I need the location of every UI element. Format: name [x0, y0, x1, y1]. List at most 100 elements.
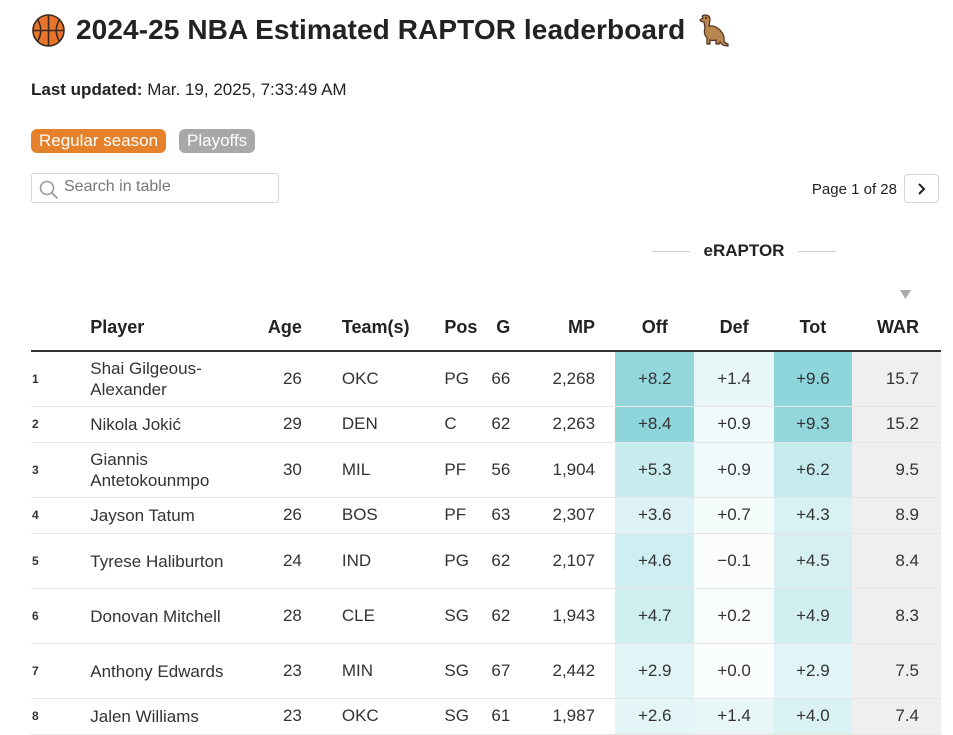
cell-tot: +9.6 [773, 351, 853, 407]
last-updated-label: Last updated: [31, 80, 143, 99]
col-tot[interactable]: Tot [773, 295, 853, 352]
chevron-right-icon [918, 183, 926, 195]
cell-minutes: 2,307 [528, 497, 616, 534]
cell-def: +1.4 [694, 351, 774, 407]
next-page-button[interactable] [904, 174, 939, 203]
cell-tot: +4.0 [773, 698, 853, 735]
cell-games: 62 [479, 533, 529, 589]
cell-off: +4.7 [615, 588, 695, 644]
cell-team: BOS [301, 497, 421, 534]
col-age[interactable]: Age [246, 295, 302, 352]
group-rule-right [798, 251, 836, 252]
cell-games: 62 [479, 406, 529, 443]
table-row: 8 Jalen Williams 23 OKC SG 61 1,987 +2.6 +1.4 +4.… [31, 698, 941, 735]
cell-minutes: 1,904 [528, 442, 616, 498]
cell-pos: SG [420, 698, 480, 735]
tab-regular-season[interactable]: Regular season [31, 129, 167, 153]
cell-def: +0.9 [694, 406, 774, 443]
cell-def: +0.0 [694, 643, 774, 699]
cell-def: +0.9 [694, 442, 774, 498]
cell-team: MIN [301, 643, 421, 699]
table-row: 2 Nikola Jokić 29 DEN C 62 2,263 +8.4 +0.9 +9.3 15… [31, 406, 941, 443]
cell-player[interactable]: Anthony Edwards [90, 643, 247, 699]
page-title: 2024-25 NBA Estimated RAPTOR leaderboard [76, 14, 686, 45]
cell-rank: 5 [31, 533, 91, 589]
eraptor-group-header: eRAPTOR [652, 240, 836, 262]
cell-war: 7.4 [852, 698, 941, 735]
cell-off: +8.2 [615, 351, 695, 407]
col-games[interactable]: G [479, 295, 529, 352]
cell-pos: SG [420, 643, 480, 699]
cell-off: +8.4 [615, 406, 695, 443]
cell-tot: +4.5 [773, 533, 853, 589]
cell-war: 7.5 [852, 643, 941, 699]
cell-player[interactable]: Jayson Tatum [90, 497, 247, 534]
cell-age: 23 [246, 643, 302, 699]
cell-games: 56 [479, 442, 529, 498]
cell-war: 8.3 [852, 588, 941, 644]
cell-def: +1.4 [694, 698, 774, 735]
cell-team: IND [301, 533, 421, 589]
title-row: 2024-25 NBA Estimated RAPTOR leaderboard [32, 13, 729, 47]
sort-descending-icon [900, 290, 911, 299]
search-box[interactable] [31, 173, 279, 203]
cell-rank: 6 [31, 588, 91, 644]
cell-team: CLE [301, 588, 421, 644]
cell-minutes: 2,442 [528, 643, 616, 699]
cell-war: 15.7 [852, 351, 941, 407]
table-row: 5 Tyrese Haliburton 24 IND PG 62 2,107 +4.6 −0.1… [31, 533, 941, 589]
cell-age: 24 [246, 533, 302, 589]
search-icon [39, 180, 59, 200]
cell-tot: +4.9 [773, 588, 853, 644]
cell-player[interactable]: Nikola Jokić [90, 406, 247, 443]
cell-rank: 7 [31, 643, 91, 699]
cell-player[interactable]: Jalen Williams [90, 698, 247, 735]
cell-player[interactable]: Donovan Mitchell [90, 588, 247, 644]
table-row: 1 Shai Gilgeous-Alexander 26 OKC PG 66 2,268 +8… [31, 351, 941, 407]
cell-pos: PG [420, 351, 480, 407]
col-team[interactable]: Team(s) [301, 295, 421, 352]
col-def[interactable]: Def [694, 295, 774, 352]
cell-age: 28 [246, 588, 302, 644]
cell-off: +2.9 [615, 643, 695, 699]
cell-war: 8.4 [852, 533, 941, 589]
table-row: 7 Anthony Edwards 23 MIN SG 67 2,442 +2.9 +0.0 +2… [31, 643, 941, 699]
cell-player[interactable]: Shai Gilgeous-Alexander [90, 351, 247, 407]
table-row: 4 Jayson Tatum 26 BOS PF 63 2,307 +3.6 +0.7 +4.3 8… [31, 497, 941, 534]
eraptor-label: eRAPTOR [703, 241, 785, 260]
tab-playoffs[interactable]: Playoffs [179, 129, 256, 153]
cell-war: 15.2 [852, 406, 941, 443]
cell-team: MIL [301, 442, 421, 498]
search-input[interactable] [64, 178, 264, 196]
cell-team: DEN [301, 406, 421, 443]
cell-rank: 8 [31, 698, 91, 735]
cell-age: 26 [246, 351, 302, 407]
col-pos[interactable]: Pos [420, 295, 480, 352]
cell-rank: 3 [31, 442, 91, 498]
cell-age: 26 [246, 497, 302, 534]
cell-player[interactable]: Tyrese Haliburton [90, 533, 247, 589]
cell-pos: PG [420, 533, 480, 589]
group-rule-left [652, 251, 690, 252]
cell-tot: +4.3 [773, 497, 853, 534]
last-updated: Last updated: Mar. 19, 2025, 7:33:49 AM [31, 80, 347, 100]
col-player[interactable]: Player [90, 295, 247, 352]
cell-minutes: 1,943 [528, 588, 616, 644]
cell-off: +2.6 [615, 698, 695, 735]
col-minutes[interactable]: MP [528, 295, 616, 352]
cell-games: 62 [479, 588, 529, 644]
cell-pos: PF [420, 497, 480, 534]
cell-off: +5.3 [615, 442, 695, 498]
cell-rank: 2 [31, 406, 91, 443]
cell-def: +0.7 [694, 497, 774, 534]
cell-off: +4.6 [615, 533, 695, 589]
cell-tot: +9.3 [773, 406, 853, 443]
table-row: 6 Donovan Mitchell 28 CLE SG 62 1,943 +4.7 +0.2 +… [31, 588, 941, 644]
col-off[interactable]: Off [615, 295, 695, 352]
col-war[interactable]: WAR [852, 295, 941, 352]
cell-def: −0.1 [694, 533, 774, 589]
cell-player[interactable]: Giannis Antetokounmpo [90, 442, 247, 498]
basketball-icon [32, 13, 65, 47]
cell-team: OKC [301, 698, 421, 735]
cell-games: 66 [479, 351, 529, 407]
